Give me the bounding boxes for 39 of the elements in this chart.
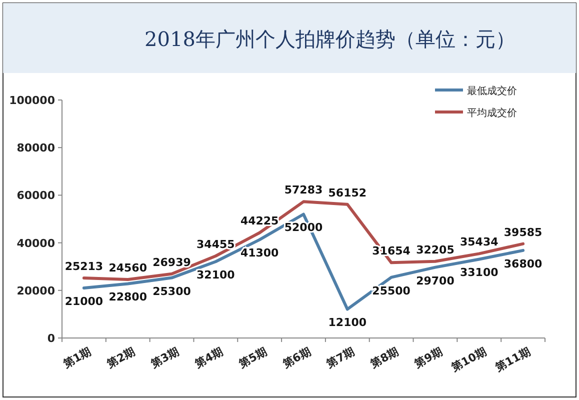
data-label: 21000 (64, 295, 104, 308)
data-label: 57283 (284, 184, 323, 197)
y-tick-label: 80000 (16, 142, 56, 155)
data-label: 34455 (196, 238, 235, 251)
data-label: 22800 (108, 290, 148, 304)
data-label: 24560 (108, 262, 148, 275)
y-tick-label: 40000 (16, 236, 56, 250)
data-label: 25300 (152, 284, 192, 298)
data-label: 33100 (460, 266, 499, 280)
x-tick-label: 第5期 (236, 345, 269, 372)
data-label: 36800 (504, 257, 543, 270)
y-tick-label: 20000 (16, 284, 56, 298)
x-tick-label: 第8期 (368, 345, 401, 372)
y-tick-label: 100000 (9, 94, 56, 107)
data-label: 25213 (64, 260, 104, 273)
data-label: 35434 (460, 236, 499, 249)
y-tick-label: 0 (47, 332, 56, 345)
legend-label: 平均成交价 (467, 107, 517, 119)
x-tick-label: 第10期 (448, 345, 489, 375)
x-tick-label: 第11期 (492, 345, 532, 375)
data-label: 25500 (372, 284, 411, 298)
x-tick-label: 第3期 (148, 345, 182, 372)
x-tick-label: 第9期 (411, 345, 445, 372)
data-label: 32205 (416, 243, 454, 256)
chart-title: 2018年广州个人拍牌价趋势（单位：元） (144, 27, 516, 51)
data-label: 41300 (240, 246, 280, 260)
x-tick-label: 第7期 (324, 345, 357, 372)
data-label: 26939 (152, 256, 191, 269)
x-tick-label: 第2期 (104, 345, 138, 372)
x-tick-label: 第6期 (280, 345, 313, 372)
x-tick-label: 第1期 (60, 345, 94, 372)
data-label: 56152 (328, 186, 367, 200)
data-label: 29700 (416, 274, 455, 288)
x-tick-label: 第4期 (192, 345, 226, 372)
data-label: 32100 (196, 268, 236, 282)
data-label: 39585 (504, 226, 542, 239)
y-tick-label: 60000 (16, 189, 56, 202)
data-label: 12100 (328, 316, 367, 330)
legend-label: 最低成交价 (467, 85, 517, 97)
